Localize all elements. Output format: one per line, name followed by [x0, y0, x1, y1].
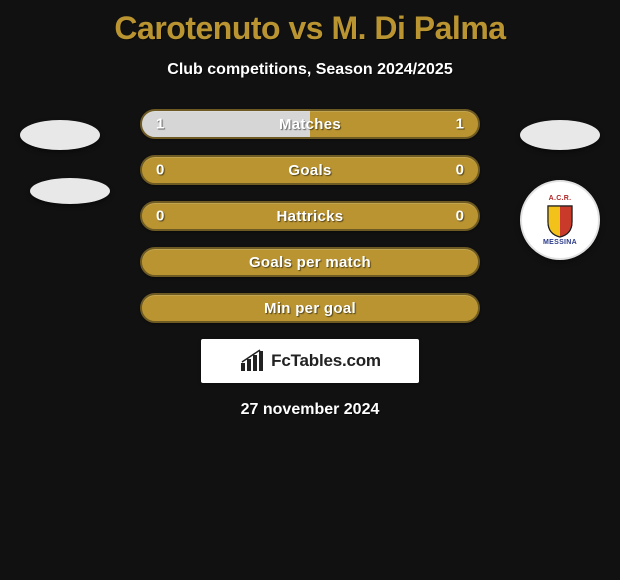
stat-bar: 0 Goals 0	[140, 155, 480, 185]
stat-label: Matches	[279, 116, 341, 133]
snapshot-date: 27 november 2024	[0, 401, 620, 419]
brand-box: FcTables.com	[201, 339, 419, 383]
stat-bar: 0 Hattricks 0	[140, 201, 480, 231]
page-title: Carotenuto vs M. Di Palma	[0, 0, 620, 47]
stat-label: Hattricks	[277, 208, 344, 225]
brand-bars-icon	[239, 349, 265, 373]
stat-value-left: 0	[156, 162, 164, 179]
stat-value-right: 0	[456, 162, 464, 179]
stat-bar: Goals per match	[140, 247, 480, 277]
stat-value-right: 1	[456, 116, 464, 133]
stat-row: Min per goal	[0, 293, 620, 323]
brand-text: FcTables.com	[271, 351, 381, 371]
stat-bar: 1 Matches 1	[140, 109, 480, 139]
stat-value-left: 1	[156, 116, 164, 133]
stat-bar: Min per goal	[140, 293, 480, 323]
stat-label: Goals per match	[249, 254, 371, 271]
stat-value-right: 0	[456, 208, 464, 225]
stat-row: 0 Goals 0	[0, 155, 620, 185]
stat-row: Goals per match	[0, 247, 620, 277]
stat-label: Min per goal	[264, 300, 356, 317]
stat-row: 0 Hattricks 0	[0, 201, 620, 231]
stat-row: 1 Matches 1	[0, 109, 620, 139]
badge-bottom-text: MESSINA	[543, 239, 577, 246]
subtitle: Club competitions, Season 2024/2025	[0, 61, 620, 79]
stat-label: Goals	[288, 162, 331, 179]
stat-value-left: 0	[156, 208, 164, 225]
